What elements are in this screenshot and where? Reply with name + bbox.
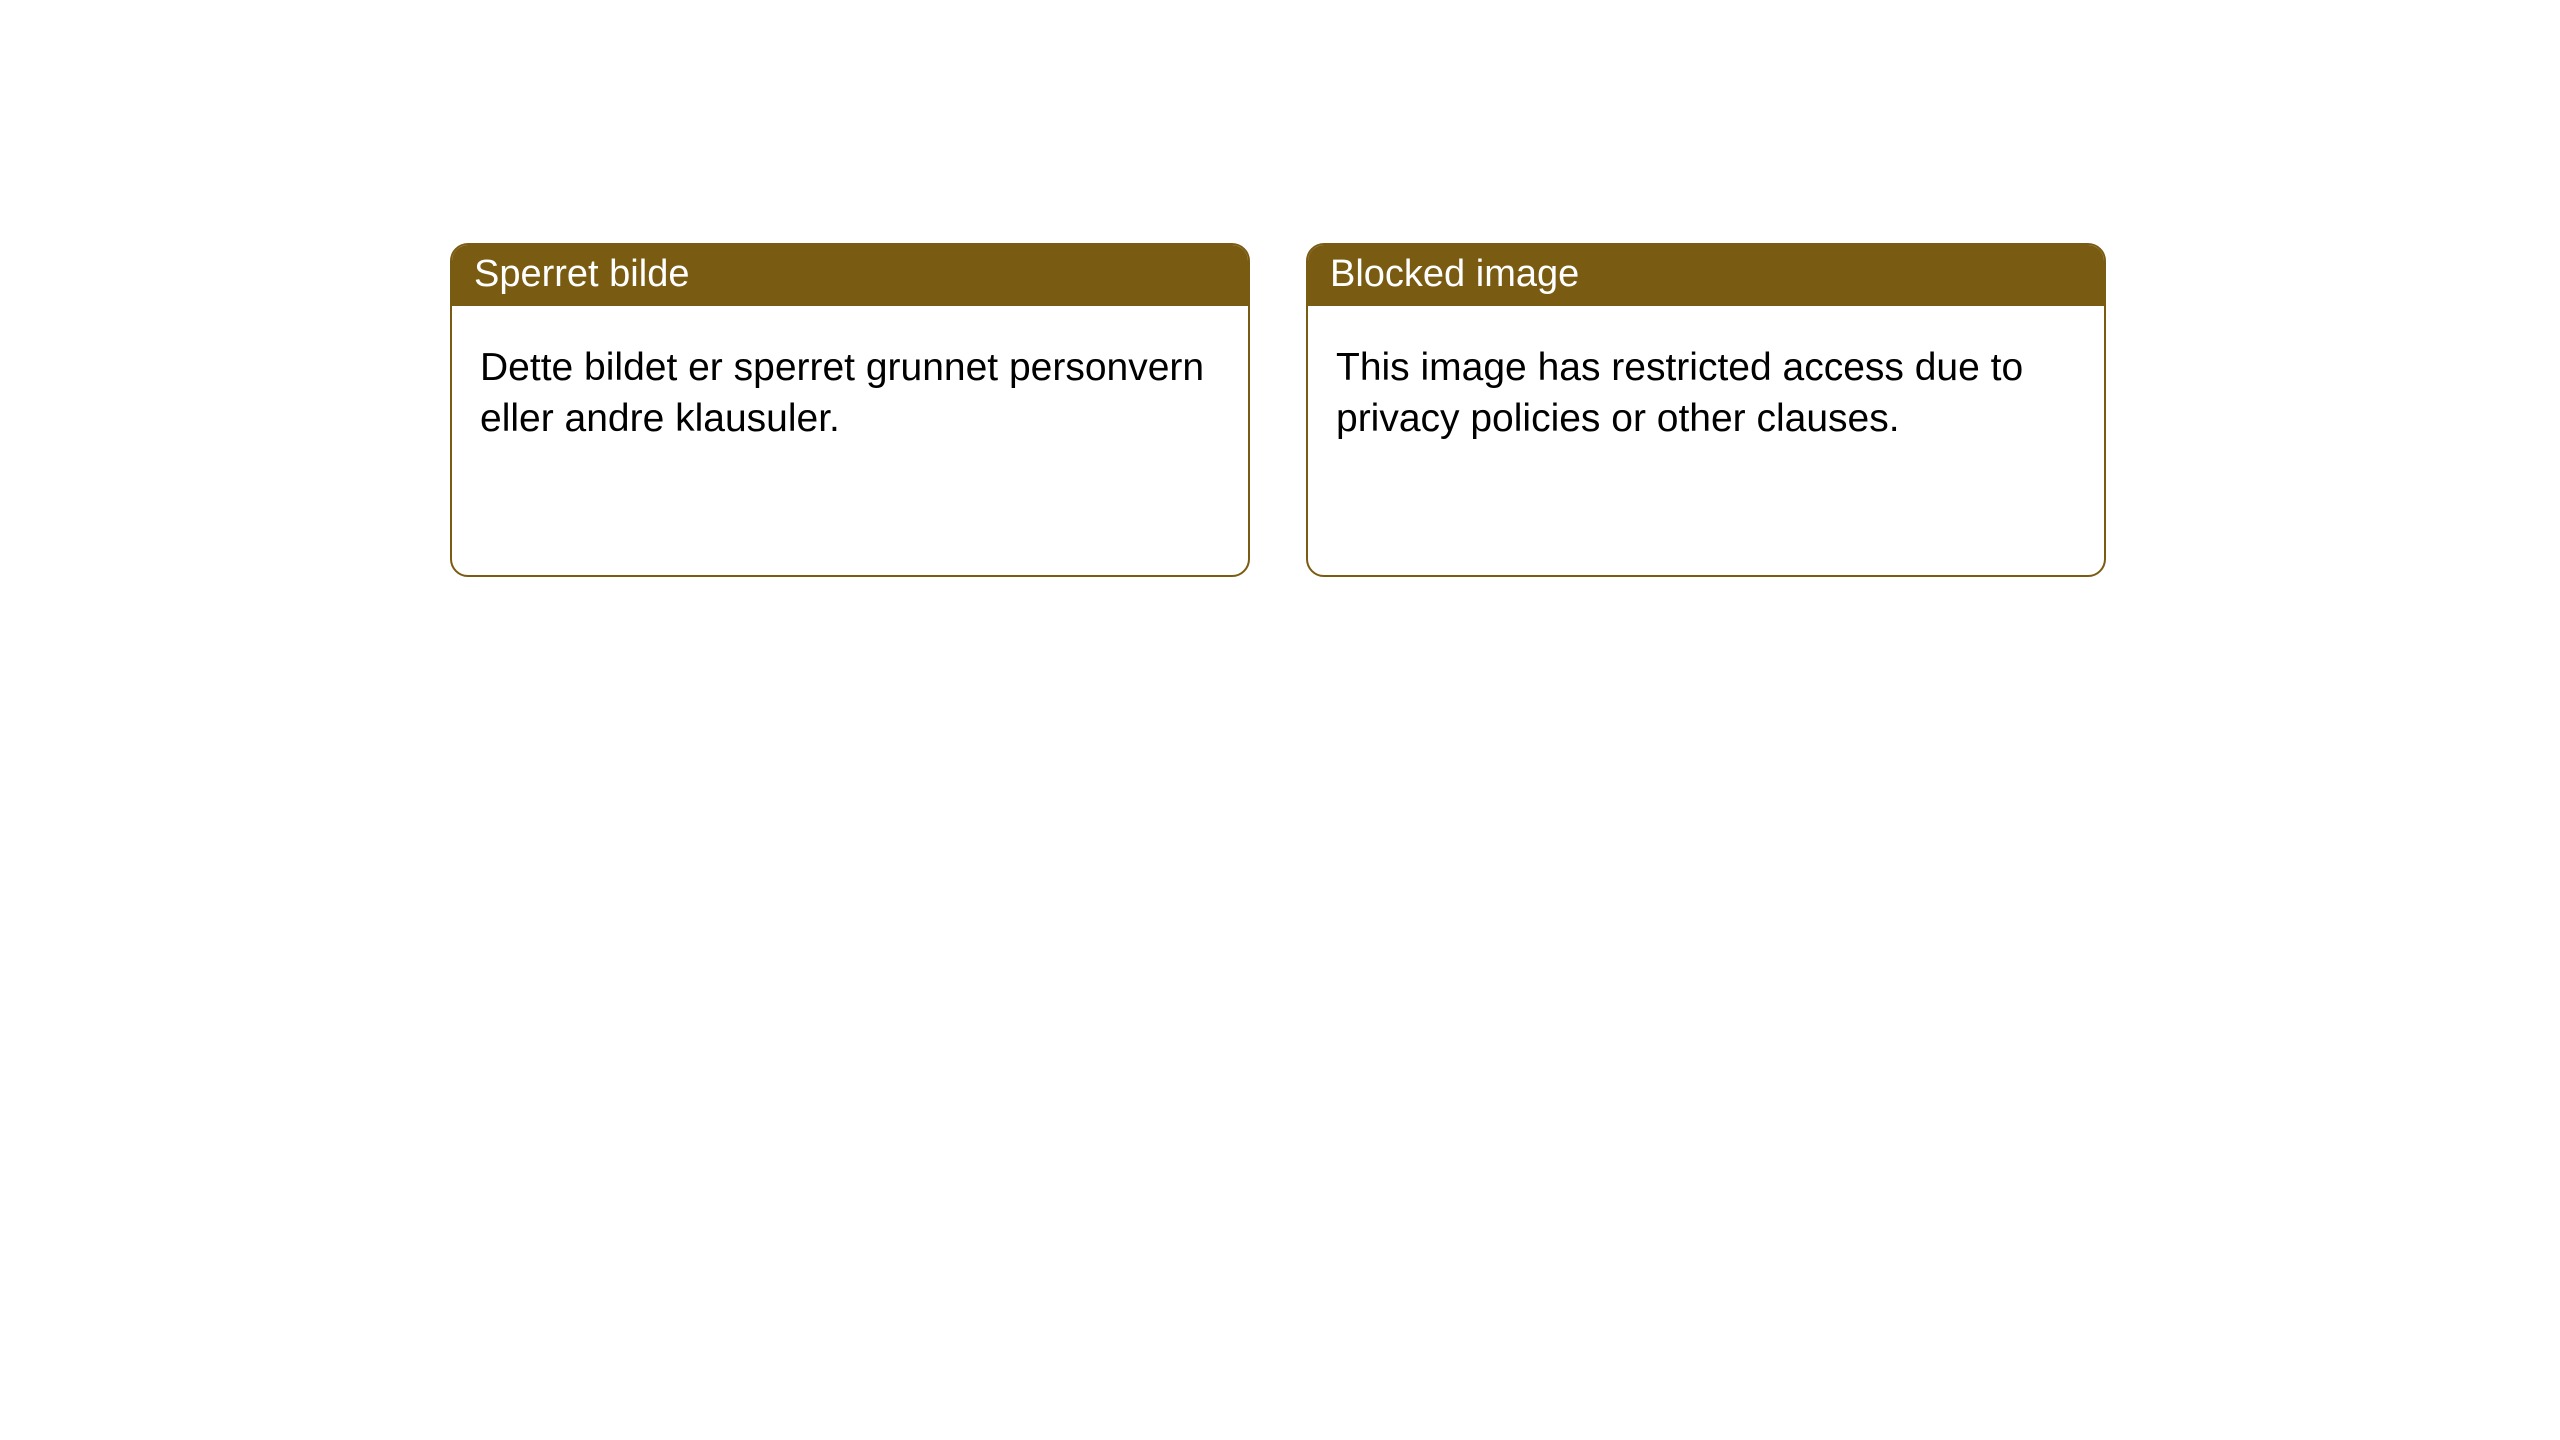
notice-card-norwegian: Sperret bilde Dette bildet er sperret gr… — [450, 243, 1250, 577]
notice-card-english: Blocked image This image has restricted … — [1306, 243, 2106, 577]
notice-body: Dette bildet er sperret grunnet personve… — [452, 306, 1248, 481]
notice-header: Blocked image — [1308, 245, 2104, 306]
notice-header: Sperret bilde — [452, 245, 1248, 306]
notice-body: This image has restricted access due to … — [1308, 306, 2104, 481]
notice-container: Sperret bilde Dette bildet er sperret gr… — [450, 243, 2106, 577]
